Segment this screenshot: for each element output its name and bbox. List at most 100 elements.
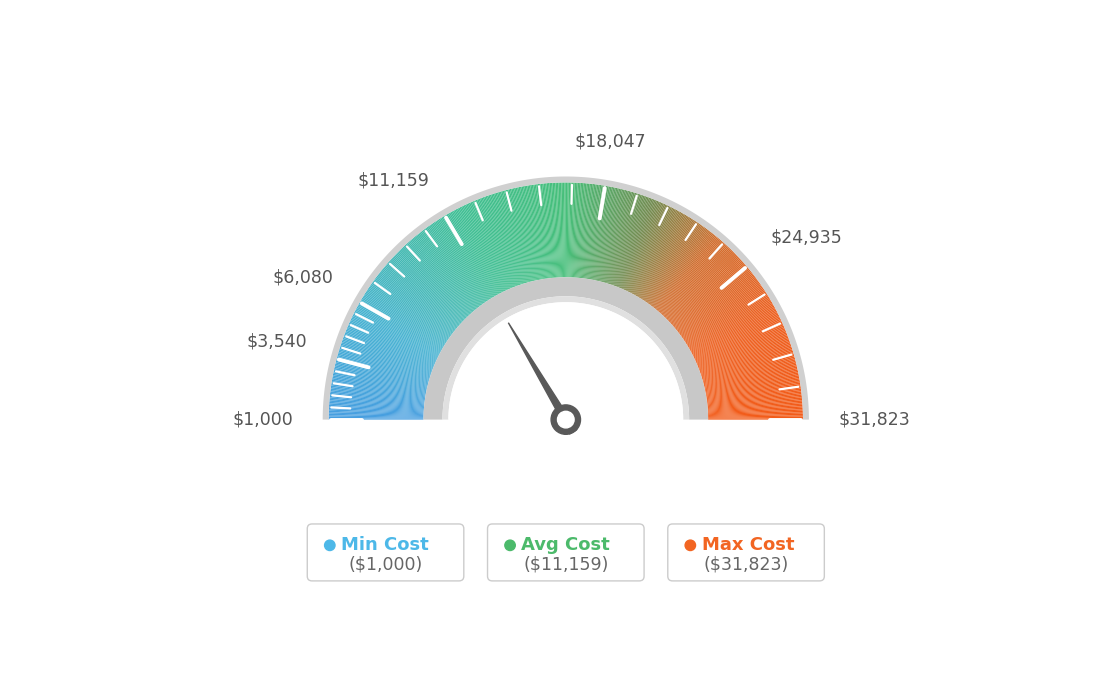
Polygon shape bbox=[697, 328, 785, 366]
Polygon shape bbox=[606, 193, 635, 284]
Polygon shape bbox=[681, 280, 758, 337]
Polygon shape bbox=[680, 278, 757, 335]
Polygon shape bbox=[705, 377, 799, 395]
Polygon shape bbox=[698, 333, 787, 368]
Text: ($11,159): ($11,159) bbox=[523, 555, 608, 573]
Polygon shape bbox=[371, 284, 449, 339]
Polygon shape bbox=[364, 294, 445, 345]
Polygon shape bbox=[329, 408, 424, 413]
Polygon shape bbox=[466, 204, 507, 290]
Polygon shape bbox=[702, 351, 793, 379]
Polygon shape bbox=[481, 197, 516, 286]
Polygon shape bbox=[672, 263, 745, 326]
Polygon shape bbox=[592, 186, 611, 280]
Polygon shape bbox=[546, 183, 555, 278]
Polygon shape bbox=[329, 405, 424, 411]
Polygon shape bbox=[330, 394, 424, 405]
Polygon shape bbox=[686, 293, 767, 344]
Polygon shape bbox=[333, 371, 426, 391]
Polygon shape bbox=[671, 261, 743, 325]
Polygon shape bbox=[386, 263, 459, 326]
Polygon shape bbox=[704, 366, 797, 388]
Polygon shape bbox=[337, 357, 428, 384]
Polygon shape bbox=[548, 183, 556, 277]
Polygon shape bbox=[643, 220, 696, 300]
Polygon shape bbox=[401, 249, 467, 317]
Polygon shape bbox=[690, 304, 774, 351]
Polygon shape bbox=[534, 184, 548, 279]
Polygon shape bbox=[664, 248, 731, 317]
Polygon shape bbox=[669, 256, 739, 322]
Polygon shape bbox=[667, 253, 735, 320]
Polygon shape bbox=[681, 282, 760, 337]
Polygon shape bbox=[626, 204, 667, 291]
Polygon shape bbox=[614, 197, 648, 286]
Text: $6,080: $6,080 bbox=[272, 269, 333, 287]
Polygon shape bbox=[596, 188, 617, 281]
Polygon shape bbox=[352, 316, 438, 358]
Polygon shape bbox=[380, 272, 455, 332]
Polygon shape bbox=[497, 193, 526, 284]
Polygon shape bbox=[617, 199, 654, 287]
Polygon shape bbox=[692, 312, 778, 356]
Polygon shape bbox=[633, 210, 679, 295]
Polygon shape bbox=[507, 190, 531, 282]
Polygon shape bbox=[559, 182, 562, 277]
Polygon shape bbox=[635, 212, 681, 295]
Text: $1,000: $1,000 bbox=[232, 411, 293, 428]
Polygon shape bbox=[593, 186, 612, 280]
Polygon shape bbox=[538, 184, 550, 278]
Polygon shape bbox=[382, 268, 456, 330]
Polygon shape bbox=[453, 210, 499, 295]
Polygon shape bbox=[708, 406, 803, 413]
Polygon shape bbox=[702, 349, 793, 378]
Polygon shape bbox=[597, 188, 619, 281]
Polygon shape bbox=[337, 355, 428, 382]
Polygon shape bbox=[353, 312, 439, 356]
Polygon shape bbox=[564, 182, 565, 277]
Polygon shape bbox=[609, 194, 639, 284]
Polygon shape bbox=[603, 190, 629, 282]
Polygon shape bbox=[584, 184, 597, 279]
Polygon shape bbox=[622, 201, 660, 289]
Polygon shape bbox=[581, 184, 593, 278]
Polygon shape bbox=[526, 186, 543, 279]
Polygon shape bbox=[623, 202, 661, 289]
Polygon shape bbox=[556, 183, 561, 277]
Text: $11,159: $11,159 bbox=[358, 171, 429, 189]
Polygon shape bbox=[336, 362, 427, 386]
Polygon shape bbox=[332, 375, 426, 394]
Polygon shape bbox=[609, 194, 640, 284]
Polygon shape bbox=[475, 200, 512, 288]
Polygon shape bbox=[508, 323, 576, 434]
Polygon shape bbox=[450, 212, 497, 295]
Polygon shape bbox=[698, 330, 786, 366]
Polygon shape bbox=[705, 374, 799, 393]
Polygon shape bbox=[370, 285, 448, 339]
Polygon shape bbox=[661, 244, 726, 315]
Polygon shape bbox=[602, 190, 626, 282]
Polygon shape bbox=[701, 348, 793, 377]
Polygon shape bbox=[434, 221, 487, 302]
Polygon shape bbox=[588, 186, 606, 279]
Polygon shape bbox=[322, 420, 809, 538]
Polygon shape bbox=[543, 184, 553, 278]
Polygon shape bbox=[452, 211, 498, 295]
Polygon shape bbox=[551, 183, 558, 277]
Polygon shape bbox=[639, 216, 689, 298]
Polygon shape bbox=[705, 375, 799, 394]
Polygon shape bbox=[329, 412, 424, 416]
Polygon shape bbox=[329, 415, 424, 418]
Polygon shape bbox=[427, 226, 484, 304]
Polygon shape bbox=[631, 209, 676, 294]
Polygon shape bbox=[651, 230, 709, 306]
Polygon shape bbox=[704, 362, 796, 386]
Polygon shape bbox=[612, 195, 644, 285]
Polygon shape bbox=[594, 187, 615, 280]
Polygon shape bbox=[369, 286, 448, 340]
Text: $24,935: $24,935 bbox=[771, 228, 842, 246]
Polygon shape bbox=[707, 388, 802, 402]
Polygon shape bbox=[503, 190, 530, 282]
Polygon shape bbox=[363, 295, 445, 346]
Polygon shape bbox=[374, 279, 452, 336]
